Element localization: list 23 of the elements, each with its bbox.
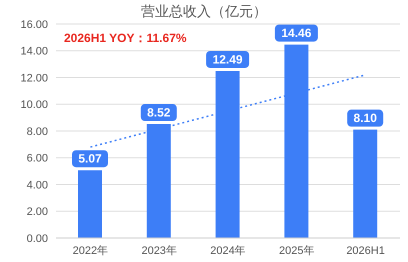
x-tick-label: 2025年 <box>279 244 315 257</box>
data-label: 8.52 <box>147 106 171 120</box>
y-tick-label: 14.00 <box>20 46 48 58</box>
y-tick-label: 0.00 <box>26 232 48 245</box>
data-label: 8.10 <box>354 111 378 126</box>
annotation: 2026H1 YOY：11.67% <box>64 30 187 47</box>
data-label: 14.46 <box>281 26 312 40</box>
chart-title: 营业总收入（亿元） <box>141 3 267 19</box>
y-tick-label: 16.00 <box>20 18 48 31</box>
y-tick-label: 2.00 <box>26 206 48 218</box>
y-tick-label: 8.00 <box>26 126 48 138</box>
y-tick-label: 6.00 <box>26 152 48 165</box>
x-tick-label: 2026H1 <box>346 244 385 257</box>
data-label: 5.07 <box>78 152 102 166</box>
y-tick-label: 12.00 <box>20 72 48 84</box>
y-tick-label: 4.00 <box>26 179 48 192</box>
x-tick-label: 2023年 <box>141 244 177 257</box>
y-tick-label: 10.00 <box>20 99 48 112</box>
x-tick-label: 2024年 <box>210 244 246 257</box>
bar <box>353 130 378 238</box>
data-label: 12.49 <box>212 52 243 66</box>
bar <box>78 170 102 238</box>
x-tick-label: 2022年 <box>72 244 108 257</box>
